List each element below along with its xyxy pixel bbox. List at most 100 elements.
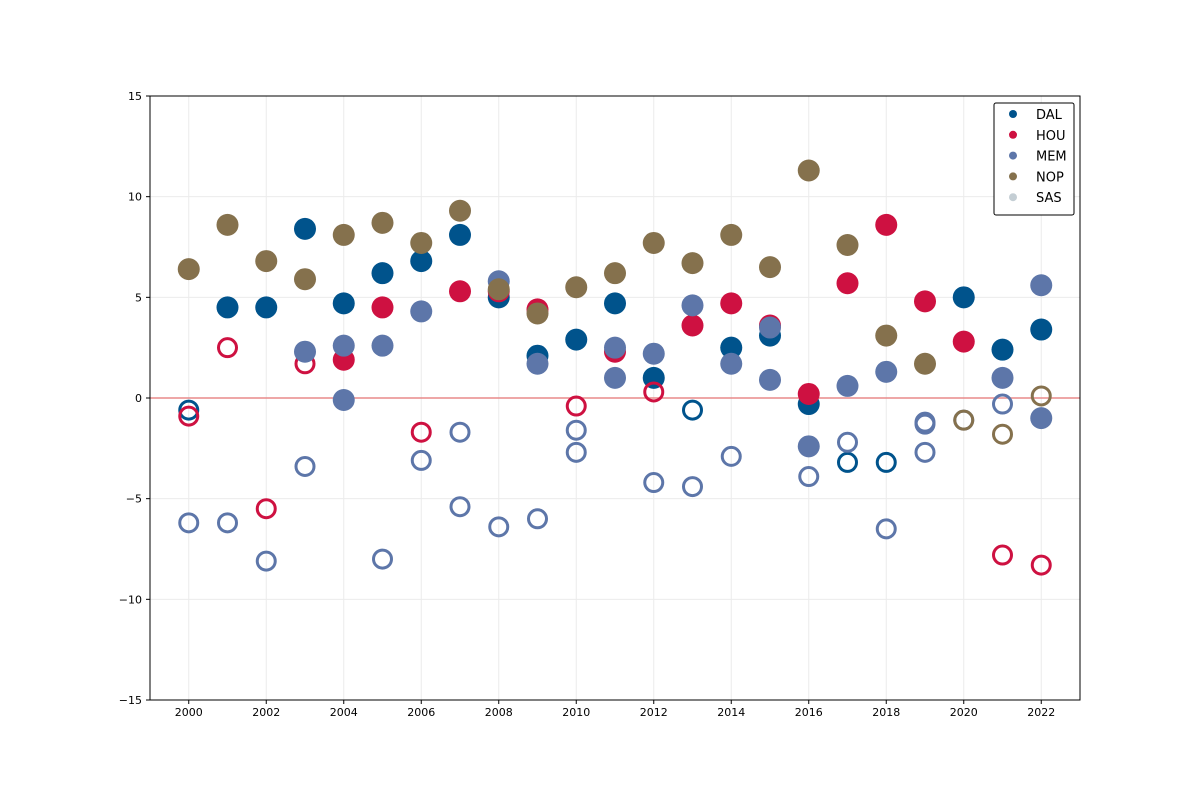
data-point: [294, 217, 316, 240]
legend-marker: [1009, 110, 1017, 118]
data-point: [642, 342, 665, 365]
data-point: [449, 280, 471, 303]
data-point: [720, 223, 743, 246]
legend: DAL HOU MEM NOP SAS: [993, 102, 1075, 216]
data-point: [1030, 274, 1053, 297]
legend-marker: [1009, 130, 1017, 139]
data-point: [487, 278, 510, 301]
data-point-hollow: [217, 512, 238, 534]
data-point-hollow: [1030, 385, 1052, 407]
data-point-hollow: [255, 498, 277, 520]
data-point: [797, 435, 820, 458]
data-point-hollow: [875, 451, 897, 473]
data-point: [604, 336, 626, 359]
data-point: [604, 292, 626, 315]
data-point: [332, 292, 355, 315]
y-tick-label: 0: [135, 392, 142, 405]
data-point: [371, 296, 394, 319]
data-point: [565, 328, 588, 351]
data-point: [952, 286, 975, 309]
y-tick-label: 15: [128, 90, 142, 103]
legend-label: HOU: [1036, 129, 1066, 144]
data-point-hollow: [953, 409, 975, 431]
data-point: [914, 290, 936, 313]
data-point-hollow: [565, 419, 587, 441]
data-point-hollow: [488, 516, 510, 538]
y-tick-label: −10: [119, 593, 142, 606]
data-point: [294, 268, 316, 291]
data-point: [720, 352, 743, 375]
data-point: [332, 223, 355, 246]
data-point: [759, 368, 781, 391]
legend-label: DAL: [1036, 108, 1063, 123]
legend-marker: [1009, 172, 1017, 181]
x-tick-label: 2008: [485, 706, 513, 719]
x-tick-label: 2022: [1027, 706, 1055, 719]
data-point-hollow: [798, 466, 820, 488]
data-point: [604, 366, 626, 389]
legend-label: MEM: [1036, 150, 1067, 165]
y-tick-label: −5: [126, 493, 142, 506]
data-point: [216, 213, 239, 236]
data-point-hollow: [992, 544, 1013, 566]
data-point-hollow: [565, 395, 587, 417]
data-point: [410, 231, 433, 254]
data-point: [642, 231, 665, 254]
data-point-hollow: [449, 421, 471, 443]
data-point: [1030, 318, 1053, 341]
data-point-hollow: [217, 337, 238, 359]
data-point: [720, 292, 743, 315]
data-point: [410, 250, 433, 273]
x-tick-label: 2000: [175, 706, 203, 719]
data-point: [914, 352, 936, 375]
data-point-hollow: [565, 441, 587, 463]
data-point: [797, 159, 820, 182]
data-point: [991, 338, 1014, 361]
data-point-hollow: [294, 455, 316, 477]
data-point: [255, 250, 278, 273]
data-point-hollow: [992, 423, 1013, 445]
data-point: [449, 223, 471, 246]
series-mem: [178, 270, 1053, 572]
data-point: [1030, 407, 1053, 430]
data-point: [681, 252, 704, 275]
data-point: [216, 296, 239, 319]
data-point: [836, 233, 859, 256]
legend-marker: [1009, 151, 1017, 160]
data-point: [332, 389, 355, 412]
data-point: [371, 262, 394, 285]
y-tick-label: −15: [119, 694, 142, 707]
data-point: [449, 199, 471, 222]
data-point-hollow: [410, 421, 432, 443]
data-point-hollow: [837, 451, 858, 473]
data-point: [875, 324, 898, 347]
data-point: [255, 296, 278, 319]
data-point: [991, 366, 1014, 389]
data-point: [759, 256, 781, 279]
data-point: [177, 258, 200, 281]
data-point: [836, 272, 859, 295]
x-tick-label: 2020: [950, 706, 978, 719]
data-point-hollow: [992, 393, 1013, 415]
axes: 2000 2002 2004 2006 2008 2010 2012 2014 2016 2018…: [119, 90, 1055, 719]
data-point: [952, 330, 975, 353]
x-tick-label: 2002: [252, 706, 280, 719]
legend-label: NOP: [1036, 170, 1064, 185]
data-point: [797, 382, 820, 405]
data-point: [875, 213, 898, 236]
x-tick-label: 2014: [717, 706, 745, 719]
data-point: [681, 294, 704, 317]
data-point: [565, 276, 588, 299]
x-tick-label: 2018: [872, 706, 900, 719]
legend-label: SAS: [1036, 191, 1062, 206]
data-point-hollow: [682, 399, 703, 421]
y-tick-label: 10: [128, 191, 142, 204]
data-point-hollow: [178, 399, 200, 421]
x-tick-label: 2012: [640, 706, 668, 719]
data-point: [836, 374, 859, 397]
data-point: [371, 211, 394, 234]
data-point: [371, 334, 394, 357]
y-tick-label: 5: [135, 291, 142, 304]
